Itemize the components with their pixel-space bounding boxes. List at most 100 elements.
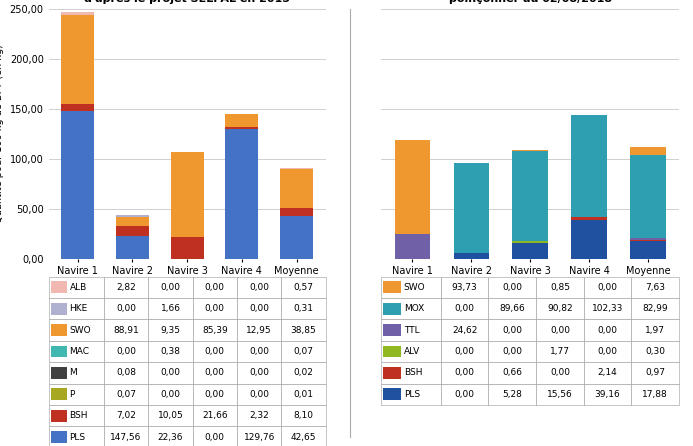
Text: 0,30: 0,30 [645,347,665,356]
Text: BSH: BSH [404,368,422,377]
Text: 90,82: 90,82 [547,304,572,313]
Text: 0,07: 0,07 [294,347,313,356]
Text: ALV: ALV [404,347,420,356]
Text: 8,10: 8,10 [294,411,313,420]
Bar [280,169,313,208]
Text: 0,00: 0,00 [249,347,269,356]
Bar [61,111,94,259]
Bar [630,241,665,259]
Text: 93,73: 93,73 [452,283,477,292]
Bar [280,216,313,259]
Text: 0,97: 0,97 [645,368,665,377]
Text: PLS: PLS [404,390,420,399]
Text: PLS: PLS [69,433,86,442]
Text: SWO: SWO [404,283,426,292]
Bar [116,215,149,217]
Text: 0,00: 0,00 [455,368,475,377]
Text: 17,88: 17,88 [642,390,668,399]
Bar [571,217,606,219]
Text: 0,57: 0,57 [294,283,313,292]
Text: 24,62: 24,62 [452,326,477,334]
Text: 0,00: 0,00 [597,283,617,292]
Text: 7,02: 7,02 [116,411,136,420]
Text: 0,07: 0,07 [116,390,136,399]
Text: 5,28: 5,28 [502,390,523,399]
Text: 0,00: 0,00 [502,326,523,334]
Text: 0,00: 0,00 [455,390,475,399]
Title: d'après ECHOSEA et les carnets à
poinçonner au 02/08/2018: d'après ECHOSEA et les carnets à poinçon… [426,0,635,4]
Bar [170,237,204,259]
Text: 0,00: 0,00 [249,368,269,377]
Bar [395,140,430,234]
Text: BSH: BSH [69,411,88,420]
Text: 0,00: 0,00 [205,283,225,292]
Text: 21,66: 21,66 [202,411,227,420]
Bar [280,168,313,169]
Text: 0,85: 0,85 [550,283,570,292]
Bar [630,238,665,240]
Text: TTL: TTL [404,326,419,334]
Bar [513,241,547,243]
Text: ALB: ALB [69,283,87,292]
Text: 7,63: 7,63 [645,283,665,292]
Bar [280,208,313,216]
Text: 0,01: 0,01 [294,390,313,399]
Text: 0,00: 0,00 [249,283,269,292]
Text: 0,00: 0,00 [205,390,225,399]
Text: 0,00: 0,00 [161,368,180,377]
Text: 0,00: 0,00 [502,283,523,292]
Text: 0,00: 0,00 [597,326,617,334]
Text: 12,95: 12,95 [247,326,272,334]
Text: 2,82: 2,82 [116,283,136,292]
Text: 10,05: 10,05 [157,411,184,420]
Bar [225,129,258,259]
Bar [225,114,258,127]
Text: 89,66: 89,66 [500,304,525,313]
Bar [61,104,94,111]
Text: 39,16: 39,16 [595,390,620,399]
Text: 0,08: 0,08 [116,368,136,377]
Title: d'après le projet SELPAL en 2015: d'après le projet SELPAL en 2015 [84,0,290,4]
Text: 38,85: 38,85 [290,326,317,334]
Text: 0,00: 0,00 [597,347,617,356]
Text: 0,38: 0,38 [161,347,180,356]
Text: 147,56: 147,56 [110,433,142,442]
Text: 9,35: 9,35 [161,326,180,334]
Text: 2,32: 2,32 [249,411,269,420]
Text: SWO: SWO [69,326,91,334]
Text: P: P [69,390,75,399]
Bar [513,150,547,151]
Text: 102,33: 102,33 [592,304,623,313]
Text: 0,00: 0,00 [455,347,475,356]
Text: 0,00: 0,00 [161,283,180,292]
Text: MAC: MAC [69,347,89,356]
Bar [454,163,489,253]
Bar [630,155,665,238]
Text: 1,97: 1,97 [645,326,665,334]
Text: 0,31: 0,31 [294,304,313,313]
Bar [630,147,665,155]
Text: 42,65: 42,65 [291,433,316,442]
Bar [61,12,94,15]
Text: 0,66: 0,66 [502,368,523,377]
Text: 0,00: 0,00 [502,347,523,356]
Bar [116,236,149,259]
Text: 0,00: 0,00 [249,390,269,399]
Text: 0,00: 0,00 [116,304,136,313]
Text: 0,00: 0,00 [550,368,570,377]
Text: 1,77: 1,77 [550,347,570,356]
Text: 15,56: 15,56 [547,390,573,399]
Text: 0,00: 0,00 [550,326,570,334]
Text: 0,00: 0,00 [205,304,225,313]
Bar [571,219,606,259]
Y-axis label: Quantité pour 100 kg de BFT (en kg): Quantité pour 100 kg de BFT (en kg) [0,44,4,223]
Text: 0,00: 0,00 [116,347,136,356]
Bar [116,226,149,236]
Text: 0,00: 0,00 [205,347,225,356]
Text: 85,39: 85,39 [202,326,228,334]
Text: 129,76: 129,76 [243,433,275,442]
Bar [571,115,606,217]
Text: 82,99: 82,99 [642,304,668,313]
Text: 0,00: 0,00 [455,304,475,313]
Bar [513,151,547,241]
